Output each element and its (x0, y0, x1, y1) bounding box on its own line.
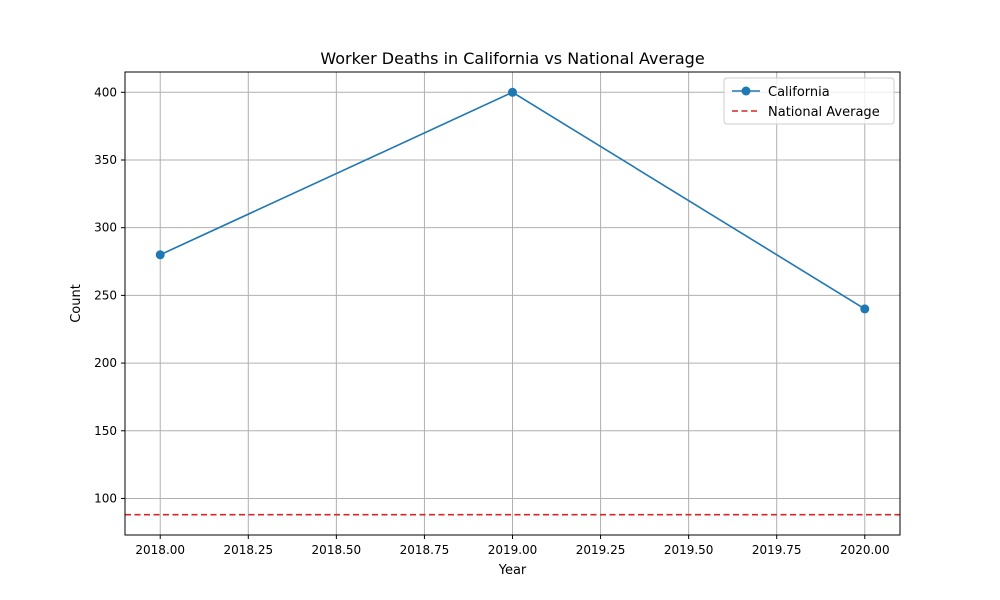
california-data-point (155, 250, 165, 260)
x-tick-label: 2019.25 (576, 543, 626, 557)
x-tick-label: 2019.00 (488, 543, 538, 557)
legend-california-marker (741, 86, 751, 96)
legend: California National Average (723, 77, 895, 125)
y-tick-label: 350 (94, 153, 117, 167)
x-tick-label: 2018.25 (223, 543, 273, 557)
x-tick-label: 2018.50 (312, 543, 362, 557)
y-tick-label: 100 (94, 491, 117, 505)
series-layer (155, 87, 870, 314)
x-axis-ticks: 2018.00 2018.25 2018.50 2018.75 2019.00 2019.… (135, 535, 890, 557)
chart-title: Worker Deaths in California vs National … (320, 49, 704, 68)
legend-box (723, 77, 895, 125)
x-tick-label: 2019.50 (664, 543, 714, 557)
y-tick-label: 250 (94, 288, 117, 302)
y-tick-label: 400 (94, 85, 117, 99)
x-tick-label: 2019.75 (752, 543, 802, 557)
legend-national-average-label: National Average (768, 105, 880, 120)
grid (125, 72, 900, 535)
california-data-point (508, 87, 517, 97)
y-tick-label: 300 (94, 221, 117, 235)
x-tick-label: 2018.75 (400, 543, 450, 557)
california-data-point (860, 304, 870, 314)
y-axis-ticks: 100 150 200 250 300 350 400 (94, 85, 125, 505)
y-tick-label: 150 (94, 424, 117, 438)
legend-california-label: California (768, 85, 830, 100)
x-tick-label: 2018.00 (135, 543, 185, 557)
y-tick-label: 200 (94, 356, 117, 370)
x-axis-label: Year (498, 563, 527, 578)
y-axis-label: Count (69, 284, 84, 323)
x-tick-label: 2020.00 (840, 543, 890, 557)
